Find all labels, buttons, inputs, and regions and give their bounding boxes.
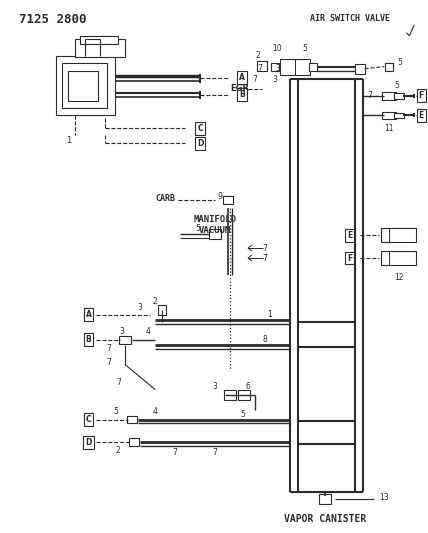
Text: 6: 6 [245,382,250,391]
Text: 10: 10 [272,44,282,53]
Bar [62,63,107,108]
Bar [319,494,330,504]
Text: 3: 3 [120,327,125,336]
Text: F: F [347,254,352,263]
Bar [354,63,365,74]
Bar [257,61,267,71]
Text: MANIFOLD
VACUUM: MANIFOLD VACUUM [193,215,237,235]
Text: 7: 7 [253,75,257,84]
Bar [381,251,416,265]
Text: AIR SWITCH VALVE: AIR SWITCH VALVE [310,14,389,23]
Text: 1: 1 [66,136,71,145]
Text: 5: 5 [394,81,399,90]
Text: D: D [197,139,203,148]
Bar [395,112,404,118]
Text: D: D [85,438,92,447]
Bar [119,336,131,344]
Text: A: A [239,73,245,82]
Text: 1: 1 [268,310,272,319]
Bar [223,196,233,204]
Text: 5: 5 [302,44,307,53]
Bar [209,229,221,239]
Bar [75,39,125,56]
Text: 9: 9 [217,192,223,201]
Text: CARB: CARB [155,193,175,203]
Text: 2: 2 [256,51,260,60]
Text: 3: 3 [272,75,277,84]
Text: 5: 5 [397,58,402,67]
Text: 3: 3 [275,64,280,73]
Text: 2: 2 [153,297,158,306]
Text: A: A [86,310,91,319]
Text: 7: 7 [116,378,121,387]
Bar [238,390,250,400]
Text: 11: 11 [385,124,394,133]
Bar [127,416,137,424]
Text: B: B [86,335,91,344]
Text: C: C [86,415,91,424]
Text: 13: 13 [380,492,389,502]
Text: 4: 4 [146,327,151,336]
Bar [68,71,98,101]
Text: 7: 7 [262,254,267,263]
Text: 7: 7 [172,448,178,457]
Text: E: E [419,111,424,120]
Text: 7: 7 [367,91,372,100]
Bar [129,439,139,447]
Bar [80,36,118,44]
Text: B: B [239,90,245,99]
Text: 5: 5 [241,410,245,419]
Text: 4: 4 [153,407,158,416]
Bar [280,59,310,75]
Text: 8: 8 [262,335,267,344]
Bar [271,63,279,71]
Bar [383,92,396,100]
Bar [224,390,236,400]
Text: 7: 7 [106,358,111,367]
Text: 7: 7 [262,244,267,253]
Text: 7125 2800: 7125 2800 [19,13,86,26]
Bar [395,93,404,99]
Text: 3: 3 [138,303,143,312]
Bar [56,55,115,116]
Text: 5: 5 [196,224,200,232]
Text: E: E [347,231,352,240]
Bar [158,305,166,315]
Bar [386,63,393,71]
Text: 12: 12 [395,273,404,282]
Text: 7: 7 [257,64,262,73]
Text: 3: 3 [213,382,217,391]
Text: VAPOR CANISTER: VAPOR CANISTER [283,514,366,524]
Text: EGR: EGR [230,84,249,93]
Text: 2: 2 [116,446,121,455]
Text: 7: 7 [106,344,111,353]
Bar [309,63,317,71]
Text: 7: 7 [213,448,217,457]
Text: 5: 5 [113,407,118,416]
Bar [381,228,416,242]
Text: F: F [419,91,424,100]
Text: C: C [197,124,203,133]
Bar [383,111,396,119]
